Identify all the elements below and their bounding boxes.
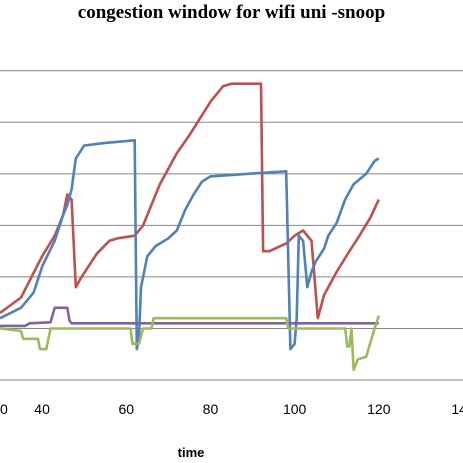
series-line-2 [0,139,380,351]
x-tick-label: 100 [283,401,307,417]
x-tick-label: 20 [0,401,8,417]
x-tick-label: 40 [34,401,50,417]
chart-title: congestion window for wifi uni -snoop [77,2,386,23]
series-line-3 [0,306,379,328]
series-line-4 [0,315,381,371]
x-tick-label: 120 [367,401,391,417]
x-tick-label: 60 [118,401,134,417]
x-tick-label: 140 [451,401,463,417]
x-tick-label: 80 [203,401,219,417]
x-axis-title: time [178,445,205,460]
